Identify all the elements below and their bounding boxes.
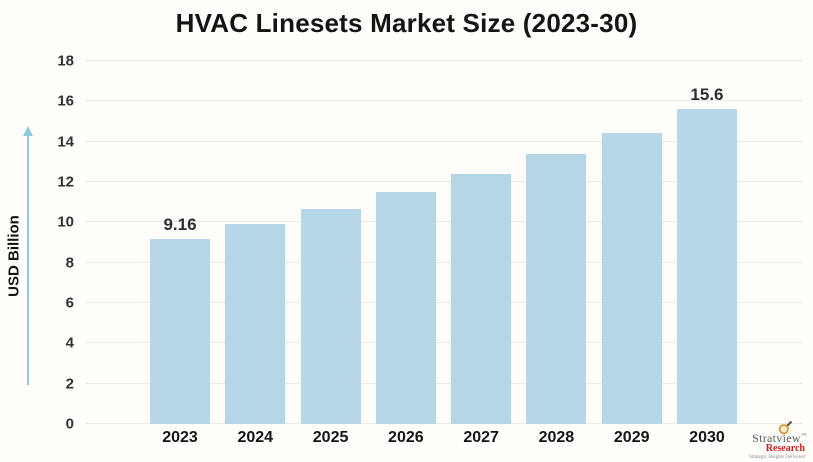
x-tick-label: 2028 — [538, 429, 575, 446]
gridline — [85, 221, 803, 223]
plot-area — [85, 60, 803, 424]
bar-column — [526, 61, 587, 424]
gridline — [85, 60, 803, 61]
bar-column — [225, 61, 286, 424]
bar — [601, 132, 662, 424]
y-tick-label: 0 — [65, 415, 74, 433]
bar-column — [300, 61, 361, 424]
brand-logo: Stratview™ Research Strategic Insights D… — [731, 420, 807, 460]
bar-column — [451, 61, 512, 424]
y-tick-label: 16 — [57, 92, 74, 110]
y-tick-label: 8 — [65, 254, 74, 272]
gridline — [85, 302, 803, 303]
x-axis-ticks: 2023 2024 2025 2026 2027 2028 2029 2030 — [85, 429, 803, 447]
bar-column — [601, 61, 662, 424]
bar — [451, 173, 512, 424]
brand-sub-name: Research — [765, 443, 805, 455]
gridline — [85, 342, 803, 344]
trademark-symbol: ™ — [800, 432, 807, 439]
x-tick-label: 2026 — [388, 429, 424, 446]
y-tick-label: 18 — [57, 52, 74, 70]
gridline — [85, 261, 803, 263]
bar — [150, 239, 210, 424]
x-tick-label: 2024 — [237, 429, 274, 446]
bar — [676, 109, 737, 424]
bar-column: 15.6 — [676, 61, 737, 424]
bar-value-label: 9.16 — [163, 215, 197, 235]
y-axis-ticks: 0 2 4 6 8 10 12 14 16 18 — [0, 53, 74, 433]
y-tick-label: 4 — [65, 334, 74, 352]
magnifier-icon — [778, 420, 793, 434]
bar — [375, 192, 436, 424]
bar-series: 9.16 15.6 — [85, 61, 803, 424]
y-axis-arrow-icon — [23, 126, 33, 136]
bar — [526, 153, 587, 424]
y-tick-label: 12 — [57, 173, 74, 191]
gridline — [85, 140, 803, 142]
gridline — [85, 423, 803, 424]
bar — [300, 209, 361, 424]
x-tick-label: 2029 — [613, 429, 650, 446]
y-tick-label: 10 — [57, 213, 74, 231]
gridline — [85, 100, 803, 102]
x-tick-label: 2023 — [162, 429, 198, 446]
y-tick-label: 6 — [65, 294, 74, 312]
bar-value-label: 15.6 — [690, 85, 724, 105]
x-tick-label: 2025 — [312, 429, 349, 446]
brand-tagline: Strategic Insights Delivered — [749, 454, 805, 460]
gridline — [85, 382, 803, 384]
x-tick-label: 2030 — [689, 429, 725, 446]
y-tick-label: 2 — [65, 375, 74, 393]
x-tick-label: 2027 — [463, 429, 499, 446]
brand-name: Stratview™ — [752, 430, 807, 445]
bar — [225, 224, 286, 424]
y-axis-arrow-line — [27, 135, 29, 385]
chart-title: HVAC Linesets Market Size (2023-30) — [175, 8, 638, 38]
bar-column — [375, 61, 436, 424]
y-tick-label: 14 — [57, 133, 74, 151]
gridline — [85, 181, 803, 182]
bar-column: 9.16 — [150, 61, 210, 424]
